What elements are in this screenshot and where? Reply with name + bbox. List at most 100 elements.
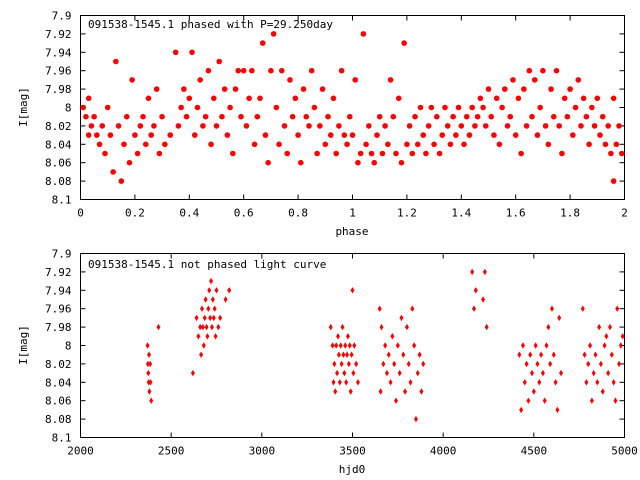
- data-point: [470, 268, 475, 276]
- data-points: [145, 268, 625, 423]
- data-point: [336, 351, 341, 358]
- data-point: [80, 104, 87, 111]
- y-tick-label: 8.04: [45, 376, 72, 389]
- data-point: [602, 342, 607, 349]
- data-point: [618, 342, 623, 349]
- data-point: [526, 397, 531, 404]
- data-point: [383, 342, 388, 349]
- data-point: [368, 150, 375, 157]
- data-point: [118, 178, 125, 184]
- data-point: [311, 104, 318, 111]
- data-point: [393, 150, 399, 157]
- data-point: [608, 150, 614, 157]
- data-point: [134, 150, 141, 157]
- tick-labels: 0 0.2 0.4 0.6 0.8 1 1.2 1.4 1.6 1.8 2 7.9 7.92 7.94 7.…: [45, 10, 628, 220]
- data-point: [191, 132, 198, 138]
- data-point: [276, 141, 282, 148]
- data-point: [148, 360, 153, 368]
- x-tick-label: 1: [349, 207, 356, 220]
- data-point: [488, 113, 495, 120]
- data-point: [126, 159, 133, 166]
- data-point: [610, 95, 617, 102]
- data-point: [507, 113, 514, 120]
- data-point: [588, 342, 593, 349]
- data-point: [147, 351, 152, 358]
- data-point: [461, 141, 467, 148]
- data-point: [376, 113, 383, 120]
- data-point: [202, 113, 209, 120]
- data-point: [162, 141, 168, 148]
- data-point: [355, 379, 360, 386]
- data-point: [331, 379, 336, 386]
- data-point: [385, 141, 391, 148]
- data-point: [347, 342, 352, 349]
- y-tick-label: 8.08: [45, 413, 72, 426]
- data-point: [199, 305, 204, 312]
- data-point: [202, 314, 207, 322]
- x-tick-label: 1.4: [451, 207, 471, 220]
- data-point: [379, 323, 384, 331]
- data-point: [421, 360, 426, 368]
- data-point: [153, 86, 160, 92]
- y-tick-label: 8.1: [52, 194, 72, 207]
- data-point: [270, 31, 277, 37]
- x-tick-label: 2: [621, 207, 628, 220]
- data-point: [444, 123, 451, 129]
- data-point: [325, 113, 331, 120]
- data-point: [616, 123, 622, 129]
- data-point: [408, 379, 413, 386]
- data-point: [190, 369, 195, 377]
- data-point: [610, 178, 617, 184]
- data-point: [580, 95, 587, 102]
- data-point: [172, 49, 179, 56]
- data-point: [425, 123, 432, 129]
- data-point: [379, 150, 386, 157]
- data-point: [512, 132, 519, 138]
- data-point: [330, 95, 337, 102]
- data-point: [491, 132, 497, 138]
- data-point: [613, 141, 620, 148]
- data-point: [482, 123, 489, 129]
- data-point: [145, 95, 152, 102]
- data-point: [537, 379, 542, 386]
- data-point: [345, 333, 350, 340]
- data-point: [209, 323, 214, 331]
- data-point: [524, 360, 529, 368]
- data-point: [591, 369, 596, 377]
- data-point: [531, 388, 536, 395]
- data-point: [219, 113, 225, 120]
- data-point: [346, 360, 351, 368]
- data-point: [295, 132, 301, 138]
- y-tick-label: 7.94: [45, 284, 72, 297]
- data-point: [518, 150, 524, 157]
- data-point: [540, 67, 546, 74]
- x-tick-label: 3000: [249, 445, 276, 458]
- data-point: [481, 296, 486, 303]
- data-point: [333, 150, 339, 157]
- data-point: [207, 287, 212, 294]
- data-point: [333, 388, 338, 395]
- data-point: [572, 104, 579, 111]
- data-point: [268, 67, 274, 74]
- data-point: [540, 369, 545, 377]
- data-point: [259, 40, 266, 46]
- x-tick-label: 0.2: [125, 207, 145, 220]
- data-point: [210, 296, 215, 303]
- data-points: [80, 31, 625, 184]
- data-point: [357, 150, 364, 157]
- x-tick-label: 4000: [430, 445, 457, 458]
- data-point: [399, 314, 404, 322]
- data-point: [447, 141, 454, 148]
- data-point: [156, 323, 161, 331]
- y-tick-label: 8.1: [52, 432, 72, 445]
- data-point: [221, 86, 228, 92]
- data-point: [123, 113, 130, 120]
- y-tick-label: 8.06: [45, 395, 72, 408]
- y-tick-label: 7.96: [45, 65, 72, 78]
- data-point: [387, 77, 394, 83]
- data-point: [218, 314, 223, 322]
- data-point: [349, 132, 356, 138]
- data-point: [403, 388, 408, 395]
- data-point: [352, 342, 357, 349]
- data-point: [504, 123, 511, 129]
